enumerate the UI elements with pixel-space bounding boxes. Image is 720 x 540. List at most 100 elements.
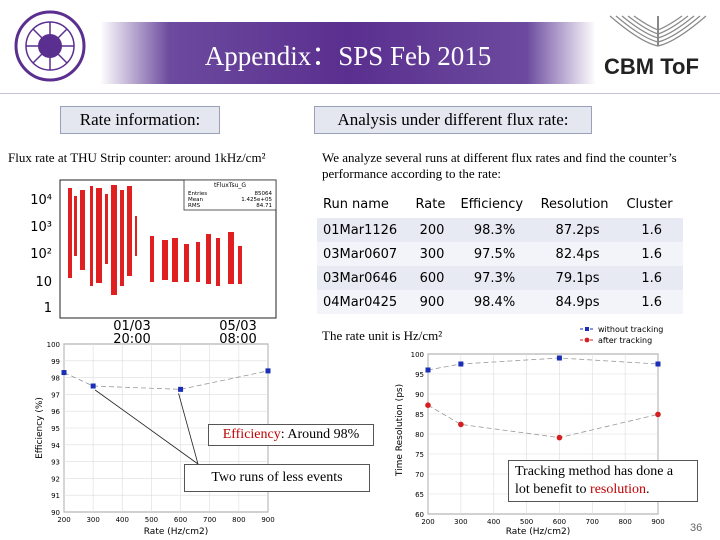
series-line (427, 404, 659, 439)
data-point (61, 370, 67, 376)
x-tick-label: 400 (487, 518, 500, 526)
data-point (458, 421, 464, 428)
flux-histogram (68, 185, 242, 295)
y-tick-label: 92 (51, 475, 60, 483)
y-tick-label: 60 (415, 511, 424, 519)
rate-information-header: Rate information: (60, 106, 220, 134)
resolution-chart: 60 65 70 75 80 85 90 95 100 200 300 400 500 600 700 800… (395, 322, 684, 537)
cell: 98.4% (454, 290, 535, 314)
y-tick-label: 75 (415, 451, 424, 459)
eff-xlabel: Rate (Hz/cm2) (144, 527, 209, 537)
data-point (556, 434, 563, 441)
cbm-tof-logo: CBM ToF (604, 15, 707, 79)
cell: 84.9ps (534, 290, 621, 314)
cell: 300 (409, 242, 455, 266)
y-tick-label: 91 (51, 492, 60, 500)
flux-xtick-time: 20:00 (113, 332, 150, 346)
title-banner (100, 22, 596, 84)
flux-stat-value: 85064 (255, 191, 273, 197)
efficiency-callout-text: : Around 98% (280, 427, 360, 442)
data-point (178, 386, 184, 392)
header-divider (0, 93, 720, 94)
flux-ytick: 10³ (30, 220, 52, 235)
flux-stat-label: Entries (188, 191, 207, 197)
data-point (265, 368, 271, 374)
page-number: 36 (690, 522, 703, 534)
flux-ytick: 1 (44, 301, 52, 316)
x-tick-label: 700 (586, 518, 599, 526)
y-tick-label: 96 (51, 408, 60, 416)
y-tick-label: 100 (411, 351, 424, 359)
cell: 1.6 (620, 242, 683, 266)
cell: 900 (409, 290, 455, 314)
data-point (655, 361, 661, 367)
table-row: 03Mar0607 300 97.5% 82.4ps 1.6 (317, 242, 683, 266)
flux-ytick: 10² (30, 247, 52, 262)
page-title: Appendix：SPS Feb 2015 (204, 40, 492, 71)
data-point (655, 411, 661, 418)
tracking-callout-keyword: resolution (590, 482, 647, 497)
flux-stat-value: 84.71 (256, 203, 272, 209)
y-tick-label: 90 (51, 509, 60, 517)
data-point (425, 367, 431, 373)
tracking-callout-text: Tracking method has done a lot benefit t… (515, 464, 674, 497)
efficiency-callout: Efficiency: Around 98% (208, 424, 374, 446)
col-header: Efficiency (454, 190, 535, 218)
flux-stat-label: Mean (188, 197, 203, 203)
x-tick-label: 800 (618, 518, 631, 526)
x-tick-label: 500 (520, 518, 533, 526)
tracking-callout: Tracking method has done a lot benefit t… (508, 460, 698, 502)
rate-unit-note: The rate unit is Hz/cm² (322, 328, 443, 343)
cell: 79.1ps (534, 266, 621, 290)
flux-stats-title: tFluxTsu_G (214, 182, 246, 189)
analysis-header: Analysis under different flux rate: (314, 106, 592, 134)
x-tick-label: 800 (232, 516, 245, 524)
col-header: Run name (317, 190, 410, 218)
y-tick-label: 100 (47, 341, 60, 349)
flux-ytick: 10 (35, 275, 52, 290)
cell: 82.4ps (534, 242, 621, 266)
data-point (90, 383, 96, 389)
y-tick-label: 95 (415, 371, 424, 379)
y-tick-label: 94 (51, 442, 60, 450)
y-tick-label: 95 (51, 425, 60, 433)
cell: 03Mar0607 (317, 242, 410, 266)
cell: 04Mar0425 (317, 290, 410, 314)
results-table: Run name Rate Efficiency Resolution Clus… (317, 190, 683, 314)
cell: 1.6 (620, 290, 683, 314)
legend-after-tracking: after tracking (598, 336, 652, 345)
y-tick-label: 65 (415, 491, 424, 499)
cell: 01Mar1126 (317, 218, 410, 242)
analysis-description: We analyze several runs at different flu… (322, 150, 677, 181)
x-tick-label: 700 (203, 516, 216, 524)
legend-without-tracking: without tracking (598, 325, 663, 334)
data-point (425, 402, 431, 408)
cell: 98.3% (454, 218, 535, 242)
flux-rate-text: Flux rate at THU Strip counter: around 1… (8, 150, 266, 165)
efficiency-callout-keyword: Efficiency (222, 427, 281, 442)
cell: 200 (409, 218, 455, 242)
data-point (556, 355, 562, 361)
x-tick-label: 400 (116, 516, 129, 524)
y-tick-label: 85 (415, 411, 424, 419)
table-row: 01Mar1126 200 98.3% 87.2ps 1.6 (317, 218, 683, 242)
col-header: Resolution (534, 190, 621, 218)
col-header: Cluster (620, 190, 683, 218)
table-row: 04Mar0425 900 98.4% 84.9ps 1.6 (317, 290, 683, 314)
x-tick-label: 900 (651, 518, 664, 526)
y-tick-label: 70 (415, 471, 424, 479)
y-tick-label: 93 (51, 459, 60, 467)
y-tick-label: 97 (51, 391, 60, 399)
flux-y-ticks: 10⁴ 10³ 10² 10 1 (30, 193, 52, 316)
cbm-tof-logo-text: CBM ToF (604, 54, 699, 79)
flux-stat-label: RMS (188, 203, 201, 209)
x-tick-label: 300 (454, 518, 467, 526)
x-tick-label: 300 (86, 516, 99, 524)
x-tick-label: 500 (145, 516, 158, 524)
res-xlabel: Rate (Hz/cm2) (506, 527, 571, 537)
two-runs-callout: Two runs of less events (184, 464, 370, 492)
university-seal-icon (14, 10, 86, 82)
annotation-arrow (94, 389, 199, 465)
eff-ylabel: Efficiency (%) (35, 397, 45, 459)
table-header-row: Run name Rate Efficiency Resolution Clus… (317, 190, 683, 218)
